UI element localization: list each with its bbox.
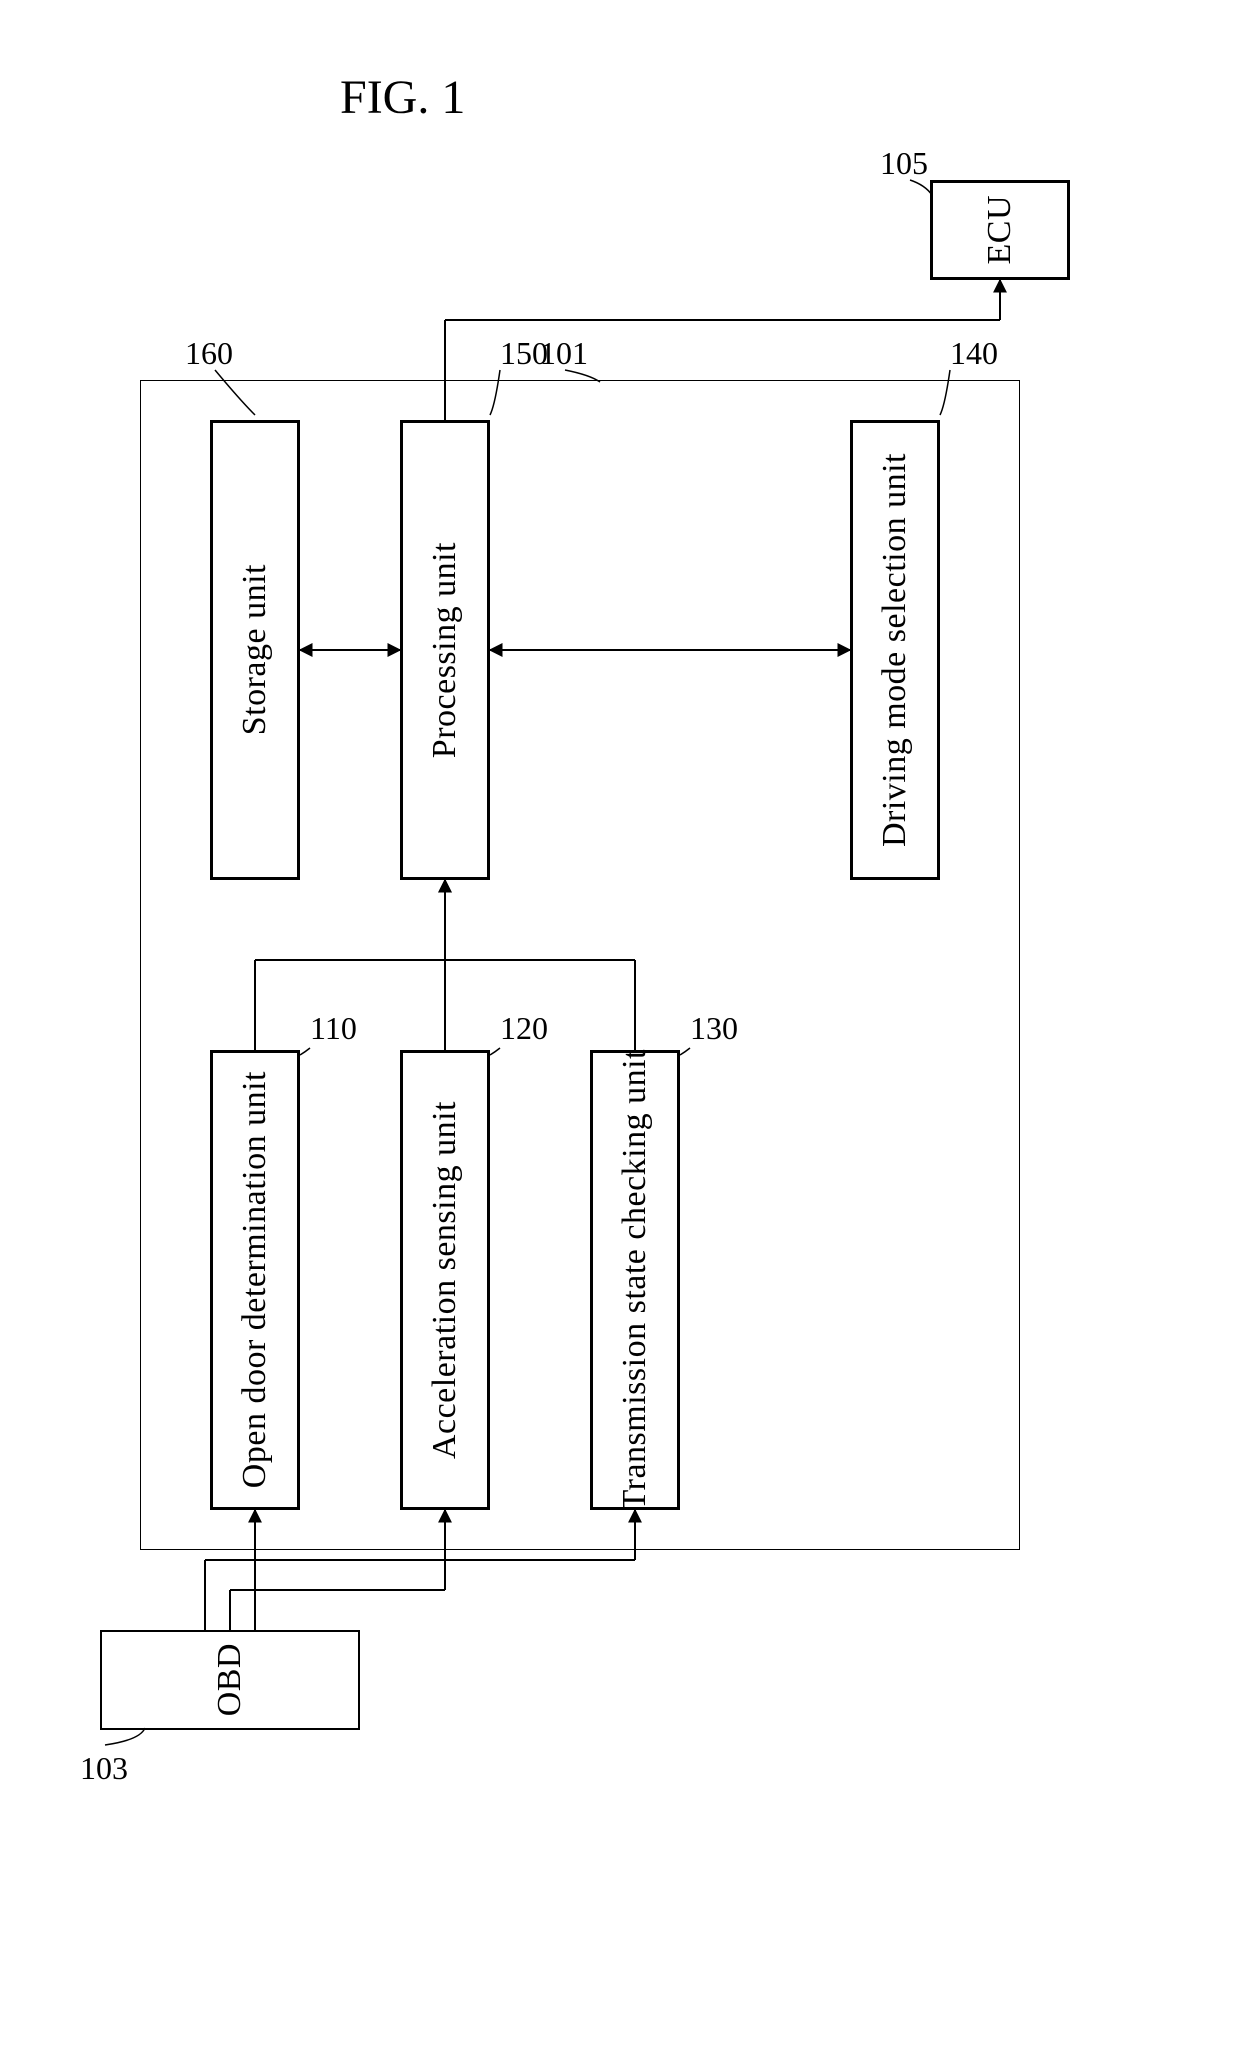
ref-obd: 103 — [80, 1750, 128, 1787]
driving-mode-block: Driving mode selection unit — [850, 420, 940, 880]
ref-trans: 130 — [690, 1010, 738, 1047]
open-door-block: Open door determination unit — [210, 1050, 300, 1510]
ref-open-door: 110 — [310, 1010, 357, 1047]
obd-label: OBD — [211, 1643, 249, 1716]
ref-ecu: 105 — [880, 145, 928, 182]
ecu-label: ECU — [981, 195, 1019, 265]
ref-storage: 160 — [185, 335, 233, 372]
ref-processing: 150 — [500, 335, 548, 372]
accel-block: Acceleration sensing unit — [400, 1050, 490, 1510]
accel-label: Acceleration sensing unit — [426, 1101, 464, 1459]
driving-mode-label: Driving mode selection unit — [876, 453, 914, 847]
trans-block: Transmission state checking unit — [590, 1050, 680, 1510]
figure-title: FIG. 1 — [340, 70, 465, 125]
storage-label: Storage unit — [236, 564, 274, 735]
obd-block: OBD — [100, 1630, 360, 1730]
storage-block: Storage unit — [210, 420, 300, 880]
ecu-block: ECU — [930, 180, 1070, 280]
trans-label: Transmission state checking unit — [616, 1049, 654, 1510]
ref-accel: 120 — [500, 1010, 548, 1047]
processing-label: Processing unit — [426, 542, 464, 758]
ref-driving: 140 — [950, 335, 998, 372]
open-door-label: Open door determination unit — [236, 1071, 274, 1488]
processing-block: Processing unit — [400, 420, 490, 880]
